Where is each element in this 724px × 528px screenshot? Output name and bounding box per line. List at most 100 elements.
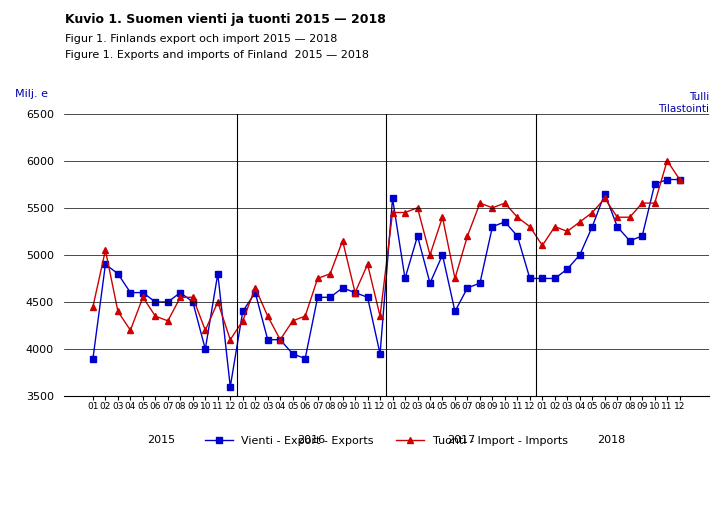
- Tuonti - Import - Imports: [650, 200, 659, 206]
- Tuonti - Import - Imports: [675, 176, 684, 183]
- Tuonti - Import - Imports: [176, 294, 185, 300]
- Vienti - Export - Exports: [438, 252, 447, 258]
- Vienti - Export - Exports: [313, 294, 322, 300]
- Tuonti - Import - Imports: [550, 223, 559, 230]
- Vienti - Export - Exports: [338, 285, 347, 291]
- Vienti - Export - Exports: [376, 351, 384, 357]
- Vienti - Export - Exports: [513, 233, 522, 239]
- Tuonti - Import - Imports: [288, 318, 297, 324]
- Tuonti - Import - Imports: [363, 261, 372, 268]
- Tuonti - Import - Imports: [663, 157, 672, 164]
- Vienti - Export - Exports: [500, 219, 509, 225]
- Vienti - Export - Exports: [463, 285, 472, 291]
- Text: 2016: 2016: [298, 435, 326, 445]
- Tuonti - Import - Imports: [201, 327, 210, 334]
- Tuonti - Import - Imports: [476, 200, 484, 206]
- Vienti - Export - Exports: [151, 299, 160, 305]
- Tuonti - Import - Imports: [138, 294, 147, 300]
- Vienti - Export - Exports: [476, 280, 484, 286]
- Line: Tuonti - Import - Imports: Tuonti - Import - Imports: [90, 157, 683, 343]
- Vienti - Export - Exports: [201, 346, 210, 352]
- Tuonti - Import - Imports: [126, 327, 135, 334]
- Tuonti - Import - Imports: [214, 299, 222, 305]
- Tuonti - Import - Imports: [513, 214, 522, 220]
- Vienti - Export - Exports: [400, 275, 409, 281]
- Tuonti - Import - Imports: [500, 200, 509, 206]
- Tuonti - Import - Imports: [101, 247, 110, 253]
- Vienti - Export - Exports: [563, 266, 572, 272]
- Tuonti - Import - Imports: [413, 205, 422, 211]
- Vienti - Export - Exports: [626, 238, 634, 244]
- Tuonti - Import - Imports: [338, 238, 347, 244]
- Vienti - Export - Exports: [663, 176, 672, 183]
- Vienti - Export - Exports: [550, 275, 559, 281]
- Vienti - Export - Exports: [526, 275, 534, 281]
- Vienti - Export - Exports: [426, 280, 434, 286]
- Vienti - Export - Exports: [164, 299, 172, 305]
- Tuonti - Import - Imports: [588, 209, 597, 215]
- Tuonti - Import - Imports: [563, 228, 572, 234]
- Tuonti - Import - Imports: [376, 313, 384, 319]
- Vienti - Export - Exports: [188, 299, 197, 305]
- Tuonti - Import - Imports: [264, 313, 272, 319]
- Tuonti - Import - Imports: [450, 275, 459, 281]
- Text: 2018: 2018: [597, 435, 625, 445]
- Tuonti - Import - Imports: [400, 209, 409, 215]
- Vienti - Export - Exports: [675, 176, 684, 183]
- Vienti - Export - Exports: [600, 191, 609, 197]
- Tuonti - Import - Imports: [463, 233, 472, 239]
- Tuonti - Import - Imports: [88, 304, 97, 310]
- Vienti - Export - Exports: [350, 289, 359, 296]
- Vienti - Export - Exports: [576, 252, 584, 258]
- Vienti - Export - Exports: [326, 294, 334, 300]
- Vienti - Export - Exports: [388, 195, 397, 202]
- Tuonti - Import - Imports: [276, 336, 285, 343]
- Tuonti - Import - Imports: [300, 313, 309, 319]
- Legend: Vienti - Export - Exports, Tuonti - Import - Imports: Vienti - Export - Exports, Tuonti - Impo…: [201, 431, 572, 450]
- Vienti - Export - Exports: [214, 270, 222, 277]
- Tuonti - Import - Imports: [426, 252, 434, 258]
- Tuonti - Import - Imports: [350, 289, 359, 296]
- Tuonti - Import - Imports: [388, 209, 397, 215]
- Tuonti - Import - Imports: [576, 219, 584, 225]
- Vienti - Export - Exports: [450, 308, 459, 315]
- Vienti - Export - Exports: [638, 233, 647, 239]
- Tuonti - Import - Imports: [538, 242, 547, 249]
- Vienti - Export - Exports: [126, 289, 135, 296]
- Tuonti - Import - Imports: [164, 318, 172, 324]
- Text: 2017: 2017: [447, 435, 476, 445]
- Vienti - Export - Exports: [101, 261, 110, 268]
- Tuonti - Import - Imports: [626, 214, 634, 220]
- Text: Tulli
Tilastointi: Tulli Tilastointi: [659, 92, 710, 114]
- Vienti - Export - Exports: [238, 308, 247, 315]
- Line: Vienti - Export - Exports: Vienti - Export - Exports: [90, 177, 683, 390]
- Vienti - Export - Exports: [251, 289, 260, 296]
- Tuonti - Import - Imports: [526, 223, 534, 230]
- Tuonti - Import - Imports: [188, 294, 197, 300]
- Tuonti - Import - Imports: [600, 195, 609, 202]
- Vienti - Export - Exports: [226, 384, 235, 390]
- Tuonti - Import - Imports: [226, 336, 235, 343]
- Vienti - Export - Exports: [288, 351, 297, 357]
- Vienti - Export - Exports: [114, 270, 122, 277]
- Vienti - Export - Exports: [488, 223, 497, 230]
- Vienti - Export - Exports: [363, 294, 372, 300]
- Vienti - Export - Exports: [276, 336, 285, 343]
- Vienti - Export - Exports: [264, 336, 272, 343]
- Tuonti - Import - Imports: [638, 200, 647, 206]
- Tuonti - Import - Imports: [251, 285, 260, 291]
- Text: Figure 1. Exports and imports of Finland  2015 — 2018: Figure 1. Exports and imports of Finland…: [65, 50, 369, 60]
- Text: 2015: 2015: [148, 435, 176, 445]
- Tuonti - Import - Imports: [114, 308, 122, 315]
- Tuonti - Import - Imports: [488, 205, 497, 211]
- Tuonti - Import - Imports: [313, 275, 322, 281]
- Vienti - Export - Exports: [413, 233, 422, 239]
- Tuonti - Import - Imports: [438, 214, 447, 220]
- Vienti - Export - Exports: [138, 289, 147, 296]
- Vienti - Export - Exports: [88, 355, 97, 362]
- Vienti - Export - Exports: [588, 223, 597, 230]
- Text: Milj. e: Milj. e: [15, 89, 48, 99]
- Text: Kuvio 1. Suomen vienti ja tuonti 2015 — 2018: Kuvio 1. Suomen vienti ja tuonti 2015 — …: [65, 13, 386, 26]
- Vienti - Export - Exports: [300, 355, 309, 362]
- Text: Figur 1. Finlands export och import 2015 — 2018: Figur 1. Finlands export och import 2015…: [65, 34, 337, 44]
